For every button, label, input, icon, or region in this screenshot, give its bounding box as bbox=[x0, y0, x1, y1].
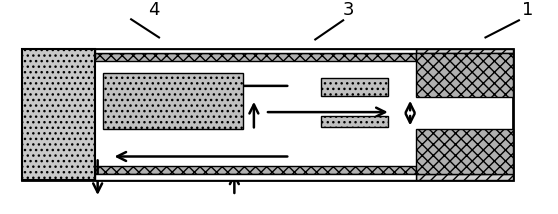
Bar bbox=[321, 116, 388, 127]
Bar bbox=[95, 53, 416, 61]
Bar bbox=[416, 174, 513, 180]
Bar bbox=[416, 129, 513, 174]
Bar bbox=[95, 174, 416, 180]
Bar bbox=[22, 49, 95, 180]
Bar bbox=[95, 166, 416, 174]
Bar bbox=[22, 49, 513, 180]
Bar bbox=[95, 49, 416, 53]
Text: 1: 1 bbox=[522, 1, 533, 19]
Bar bbox=[416, 53, 513, 97]
Bar bbox=[321, 78, 388, 96]
Text: 3: 3 bbox=[343, 1, 354, 19]
Bar bbox=[416, 49, 513, 53]
Bar bbox=[103, 73, 243, 129]
Text: 4: 4 bbox=[148, 1, 159, 19]
